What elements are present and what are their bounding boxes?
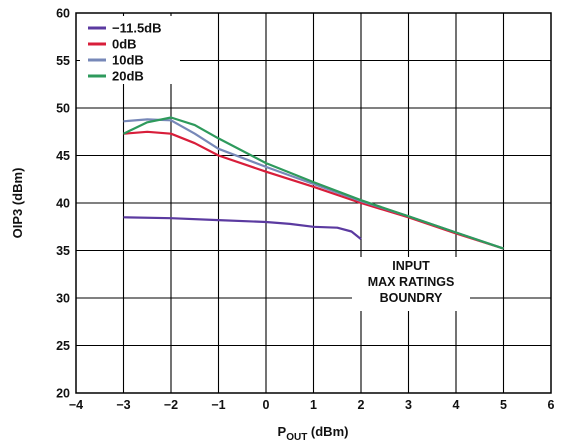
annotation-max-ratings: INPUT MAX RATINGS BOUNDRY	[352, 257, 470, 311]
y-tick-labels: 20 25 30 35 40 45 50 55 60	[56, 7, 70, 401]
y-tick-label: 35	[56, 244, 70, 258]
y-tick-label: 60	[56, 7, 70, 21]
x-tick-label: 3	[405, 398, 412, 412]
x-tick-label: 0	[263, 398, 270, 412]
x-tick-label: 1	[310, 398, 317, 412]
y-tick-label: 55	[56, 54, 70, 68]
y-axis-label: OIP3 (dBm)	[10, 168, 25, 239]
x-axis-label: POUT (dBm)	[278, 424, 349, 443]
grid-lines	[76, 13, 551, 393]
plot-frame	[75, 12, 552, 394]
annotation-line-1: INPUT	[392, 259, 430, 273]
x-tick-label: −4	[69, 398, 83, 412]
x-tick-label: −3	[116, 398, 130, 412]
x-tick-label: −2	[164, 398, 178, 412]
y-tick-label: 25	[56, 339, 70, 353]
x-tick-label: 4	[453, 398, 460, 412]
annotation-background	[352, 257, 470, 311]
annotation-line-2: MAX RATINGS	[368, 275, 455, 289]
series-line-3	[123, 116, 504, 250]
x-tick-label: 6	[548, 398, 555, 412]
series-lines	[123, 116, 504, 250]
legend-label-1: 0dB	[112, 37, 137, 52]
x-tick-label: −1	[211, 398, 225, 412]
legend-label-2: 10dB	[112, 53, 144, 68]
y-tick-label: 30	[56, 292, 70, 306]
x-axis-label-main: P	[278, 424, 287, 439]
series-line-0	[123, 216, 362, 240]
x-axis-label-unit: (dBm)	[307, 424, 348, 439]
legend-label-0: −11.5dB	[112, 21, 162, 36]
legend-label-3: 20dB	[112, 69, 144, 84]
x-tick-label: 5	[500, 398, 507, 412]
y-tick-label: 20	[56, 387, 70, 401]
x-tick-label: 2	[358, 398, 365, 412]
x-axis-label-subscript: OUT	[286, 432, 307, 443]
y-tick-label: 50	[56, 102, 70, 116]
y-tick-label: 45	[56, 149, 70, 163]
x-tick-labels: −4 −3 −2 −1 0 1 2 3 4 5 6	[69, 398, 555, 412]
y-tick-label: 40	[56, 197, 70, 211]
annotation-line-3: BOUNDRY	[380, 291, 443, 305]
